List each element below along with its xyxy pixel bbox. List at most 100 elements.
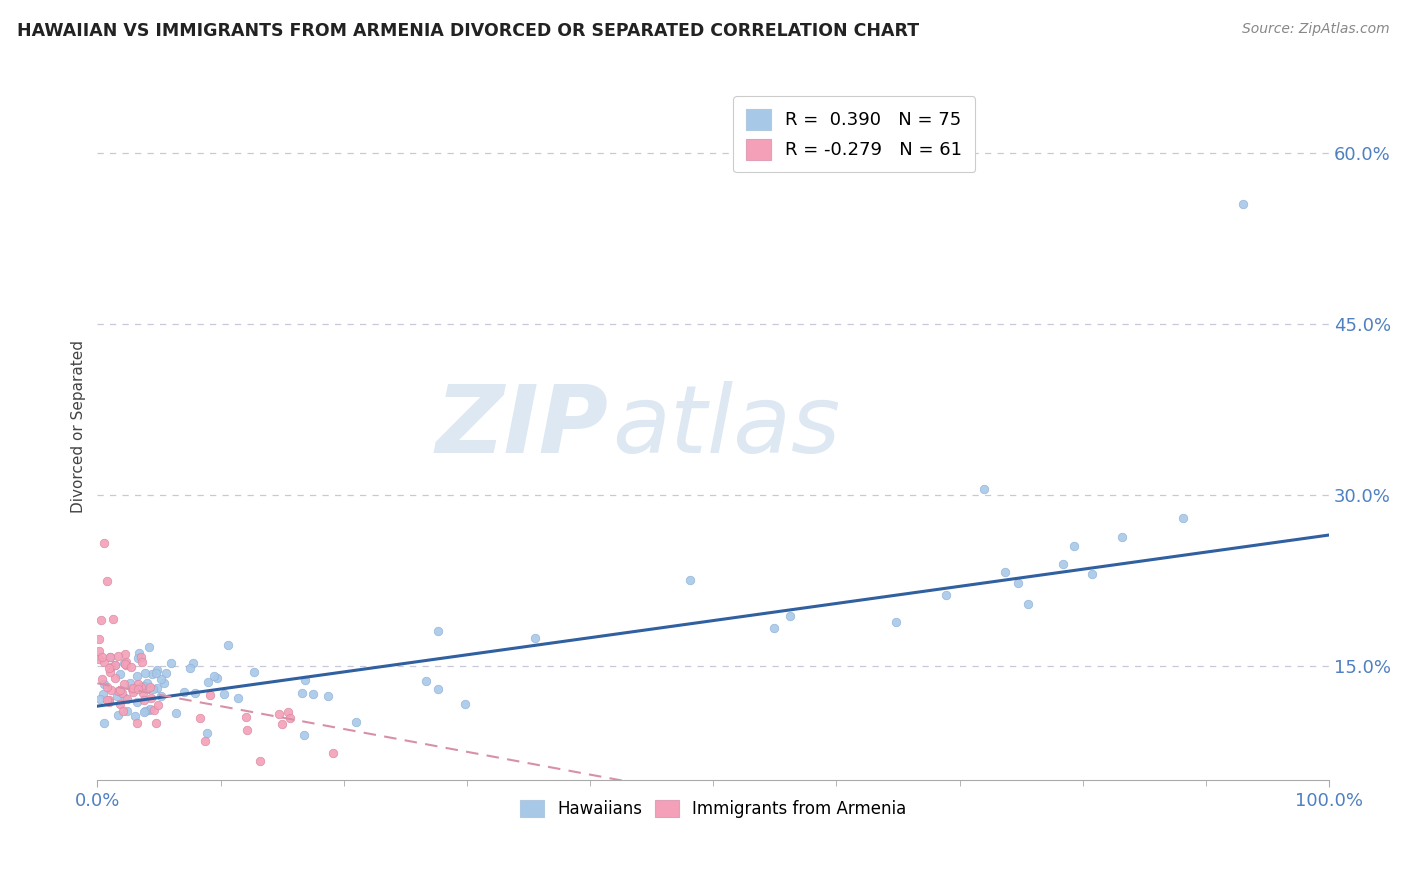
Point bbox=[143, 703, 166, 717]
Point bbox=[129, 680, 152, 694]
Point bbox=[96, 692, 118, 706]
Point bbox=[115, 692, 138, 706]
Point bbox=[122, 681, 145, 696]
Point bbox=[90, 613, 112, 627]
Point bbox=[114, 657, 136, 672]
Point bbox=[155, 665, 177, 680]
Point bbox=[142, 681, 165, 696]
Point bbox=[114, 657, 136, 672]
Text: Source: ZipAtlas.com: Source: ZipAtlas.com bbox=[1241, 22, 1389, 37]
Point bbox=[129, 650, 152, 665]
Point bbox=[145, 666, 167, 681]
Point bbox=[994, 566, 1017, 580]
Point bbox=[173, 685, 195, 699]
Point bbox=[270, 717, 292, 731]
Point bbox=[98, 661, 121, 675]
Point bbox=[104, 671, 127, 685]
Point bbox=[97, 695, 120, 709]
Point bbox=[427, 682, 450, 697]
Point bbox=[1017, 597, 1039, 611]
Point bbox=[1063, 539, 1085, 553]
Point bbox=[184, 685, 207, 699]
Point bbox=[128, 646, 150, 660]
Point bbox=[277, 705, 299, 719]
Point bbox=[1111, 530, 1133, 544]
Point bbox=[105, 689, 128, 703]
Point bbox=[197, 675, 219, 690]
Point bbox=[426, 624, 449, 638]
Point bbox=[108, 667, 131, 681]
Point bbox=[1171, 511, 1194, 525]
Point bbox=[132, 705, 155, 719]
Point bbox=[125, 716, 148, 731]
Point bbox=[322, 746, 344, 760]
Point bbox=[96, 680, 118, 694]
Point bbox=[935, 588, 957, 602]
Point bbox=[166, 706, 188, 720]
Point bbox=[112, 656, 135, 670]
Point bbox=[415, 673, 437, 688]
Point bbox=[138, 640, 160, 655]
Point bbox=[153, 676, 176, 690]
Point bbox=[125, 695, 148, 709]
Point bbox=[139, 691, 162, 706]
Point bbox=[249, 754, 271, 768]
Point bbox=[121, 681, 143, 696]
Point bbox=[973, 483, 995, 497]
Point bbox=[121, 685, 143, 699]
Point bbox=[139, 702, 162, 716]
Point bbox=[226, 691, 249, 706]
Point bbox=[115, 704, 138, 718]
Point bbox=[110, 697, 132, 711]
Point bbox=[136, 676, 159, 690]
Point bbox=[114, 691, 136, 706]
Point bbox=[150, 689, 173, 703]
Point bbox=[212, 688, 235, 702]
Point bbox=[139, 680, 162, 694]
Point bbox=[91, 687, 114, 701]
Point bbox=[118, 676, 141, 690]
Point bbox=[93, 715, 115, 730]
Point bbox=[120, 660, 142, 674]
Point bbox=[114, 648, 136, 662]
Point bbox=[269, 707, 291, 722]
Y-axis label: Divorced or Separated: Divorced or Separated bbox=[72, 340, 86, 513]
Point bbox=[146, 681, 169, 696]
Point bbox=[87, 632, 110, 646]
Text: atlas: atlas bbox=[612, 381, 841, 472]
Point bbox=[134, 665, 156, 680]
Legend: Hawaiians, Immigrants from Armenia: Hawaiians, Immigrants from Armenia bbox=[513, 794, 912, 825]
Point bbox=[93, 655, 115, 669]
Point bbox=[112, 705, 135, 719]
Point bbox=[112, 677, 135, 691]
Point bbox=[107, 648, 129, 663]
Point bbox=[294, 673, 316, 688]
Point bbox=[316, 689, 339, 703]
Point bbox=[89, 692, 111, 706]
Point bbox=[132, 686, 155, 700]
Point bbox=[93, 536, 115, 550]
Point bbox=[235, 710, 257, 724]
Point bbox=[188, 710, 211, 724]
Point bbox=[292, 728, 315, 742]
Point bbox=[132, 693, 155, 707]
Point bbox=[179, 661, 201, 675]
Point bbox=[103, 657, 125, 672]
Point bbox=[453, 698, 475, 712]
Point bbox=[87, 652, 110, 666]
Point bbox=[100, 660, 122, 674]
Point bbox=[98, 665, 121, 679]
Text: ZIP: ZIP bbox=[436, 381, 609, 473]
Point bbox=[886, 615, 908, 629]
Point bbox=[779, 608, 801, 623]
Point bbox=[127, 650, 149, 665]
Point bbox=[115, 655, 138, 669]
Point bbox=[145, 716, 167, 731]
Point bbox=[195, 726, 218, 740]
Point bbox=[93, 677, 115, 691]
Point bbox=[127, 682, 149, 697]
Point bbox=[763, 621, 786, 635]
Point bbox=[98, 650, 121, 665]
Point bbox=[127, 668, 149, 682]
Point bbox=[198, 688, 221, 702]
